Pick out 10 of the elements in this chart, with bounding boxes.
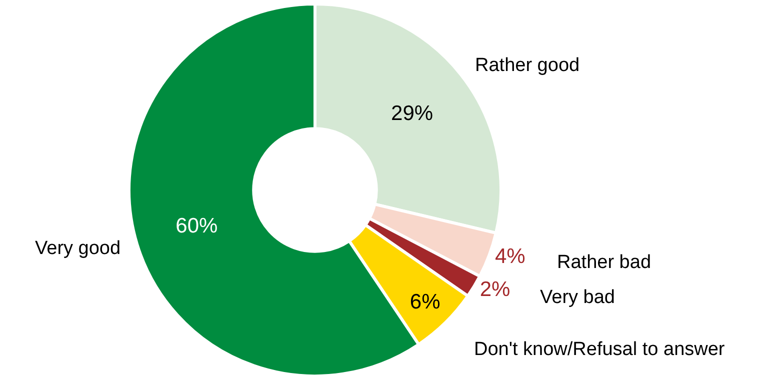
data-label: 2%: [480, 278, 510, 301]
data-label: 4%: [494, 245, 526, 268]
data-label: 29%: [391, 102, 434, 125]
slice-label: Very good: [35, 238, 121, 259]
data-label: 60%: [176, 214, 218, 238]
data-label: 6%: [410, 290, 440, 314]
slice-label: Very bad: [540, 287, 615, 308]
slice-label: Rather good: [475, 55, 580, 76]
slice-label: Rather bad: [557, 252, 652, 273]
slice-label: Don't know/Refusal to answer: [474, 339, 726, 360]
